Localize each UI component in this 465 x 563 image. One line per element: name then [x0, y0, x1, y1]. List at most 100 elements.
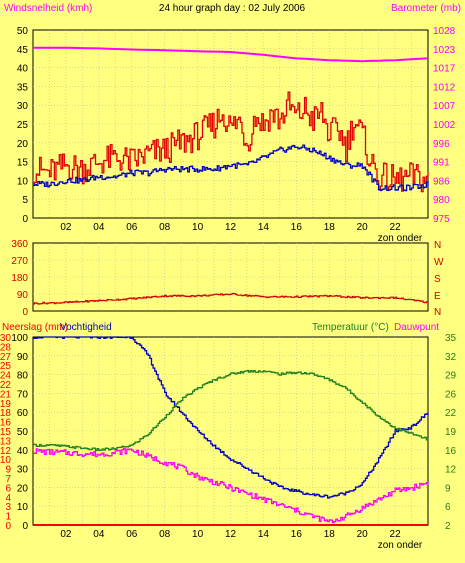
y-tick-label: 15: [0, 427, 11, 438]
barometer-line: [33, 46, 429, 63]
chart-title: 24 hour graph day : 02 July 2006: [159, 3, 306, 14]
x-tick-label: 18: [324, 529, 336, 540]
x-tick-label: 06: [126, 529, 138, 540]
y-tick-label: 996: [433, 139, 450, 150]
y-tick-label: 986: [433, 176, 450, 187]
x-tick-label: 22: [390, 529, 402, 540]
y-tick-label: 12: [445, 465, 457, 476]
series-layer: [33, 46, 429, 526]
y-tick-label: 35: [445, 333, 457, 344]
y-tick-label: 22: [445, 408, 457, 419]
compass-label: S: [434, 274, 441, 285]
x-tick-label: 12: [225, 222, 237, 233]
temperature-line: [33, 369, 429, 451]
wind-gust-line: [33, 91, 429, 193]
barometer-axis-title: Barometer (mb): [391, 3, 461, 14]
compass-label: N: [434, 307, 441, 318]
compass-labels: N W S E N: [434, 240, 444, 318]
y-tick-label: 20: [17, 483, 29, 494]
y-tick-label: 270: [11, 256, 28, 267]
temperature-axis-title: Temperatuur (°C): [312, 322, 389, 333]
y-tick-label: 24: [0, 371, 11, 382]
y-tick-label: 25: [0, 361, 11, 372]
y-tick-label: 180: [11, 273, 28, 284]
y-tick-label: 21: [0, 389, 11, 400]
compass-label: E: [434, 291, 441, 302]
y-tick-label: 1: [5, 512, 11, 523]
y-tick-label: 15: [17, 158, 29, 169]
y-tick-label: 19: [445, 427, 457, 438]
y-tick-label: 20: [17, 139, 29, 150]
y-tick-label: 26: [445, 389, 457, 400]
x-tick-label: 16: [291, 222, 303, 233]
y-tick-label: 40: [17, 446, 29, 457]
x-tick-label: 20: [357, 222, 369, 233]
y-tick-label: 45: [17, 45, 29, 56]
x-tick-label: 14: [258, 222, 270, 233]
y-tick-label: 1007: [433, 101, 456, 112]
y-tick-label: 100: [11, 333, 28, 344]
y-tick-label: 5: [22, 195, 28, 206]
y-tick-label: 3: [5, 502, 11, 513]
y-tick-label: 6: [5, 483, 11, 494]
y-tick-label: 40: [17, 64, 29, 75]
y-tick-label: 991: [433, 158, 450, 169]
x-tick-label: 18: [324, 222, 336, 233]
y-tick-label: 28: [0, 342, 11, 353]
x-tick-label: 06: [126, 222, 138, 233]
y-tick-label: 16: [0, 418, 11, 429]
y-tick-label: 19: [0, 399, 11, 410]
y-tick-label: 9: [5, 465, 11, 476]
x-tick-label: 10: [192, 529, 204, 540]
y-tick-label: 25: [17, 120, 29, 131]
sunset-label: zon onder: [378, 540, 423, 551]
y-tick-label: 0: [5, 521, 11, 532]
y-tick-label: 2: [445, 521, 451, 532]
x-tick-label: 02: [60, 222, 72, 233]
y-tick-label: 13: [0, 436, 11, 447]
y-tick-label: 10: [0, 455, 11, 466]
y-tick-label: 60: [17, 408, 29, 419]
wind-average-line: [33, 144, 429, 192]
x-tick-label: 08: [159, 529, 171, 540]
y-tick-label: 0: [22, 307, 28, 318]
y-tick-label: 29: [445, 371, 457, 382]
y-tick-label: 10: [17, 502, 29, 513]
y-tick-label: 0: [22, 521, 28, 532]
y-tick-label: 18: [0, 408, 11, 419]
y-tick-label: 70: [17, 389, 29, 400]
y-tick-label: 22: [0, 380, 11, 391]
y-tick-label: 980: [433, 195, 450, 206]
y-tick-label: 4: [5, 493, 11, 504]
y-tick-label: 9: [445, 483, 451, 494]
x-tick-label: 04: [93, 529, 105, 540]
y-tick-label: 1028: [433, 26, 456, 37]
dewpoint-line: [33, 448, 429, 524]
y-tick-label: 90: [17, 290, 29, 301]
y-tick-label: 35: [17, 82, 29, 93]
x-tick-label: 08: [159, 222, 171, 233]
y-tick-label: 1023: [433, 45, 456, 56]
x-tick-label: 20: [357, 529, 369, 540]
x-tick-label: 04: [93, 222, 105, 233]
y-tick-label: 10: [17, 176, 29, 187]
x-tick-label: 12: [225, 529, 237, 540]
compass-label: W: [434, 257, 444, 268]
axis-ticks: 0202040406060808101012121414161618182020…: [0, 26, 457, 540]
y-tick-label: 1002: [433, 120, 456, 131]
y-tick-label: 80: [17, 371, 29, 382]
dewpoint-axis-title: Dauwpunt: [394, 322, 439, 333]
x-tick-label: 14: [258, 529, 270, 540]
y-tick-label: 90: [17, 352, 29, 363]
humidity-line: [33, 336, 429, 499]
x-tick-label: 22: [390, 222, 402, 233]
humidity-axis-title: Vochtigheid: [60, 322, 112, 333]
y-tick-label: 16: [445, 446, 457, 457]
y-tick-label: 27: [0, 352, 11, 363]
y-tick-label: 6: [445, 502, 451, 513]
y-tick-label: 1017: [433, 64, 456, 75]
y-tick-label: 360: [11, 239, 28, 250]
x-tick-label: 02: [60, 529, 72, 540]
